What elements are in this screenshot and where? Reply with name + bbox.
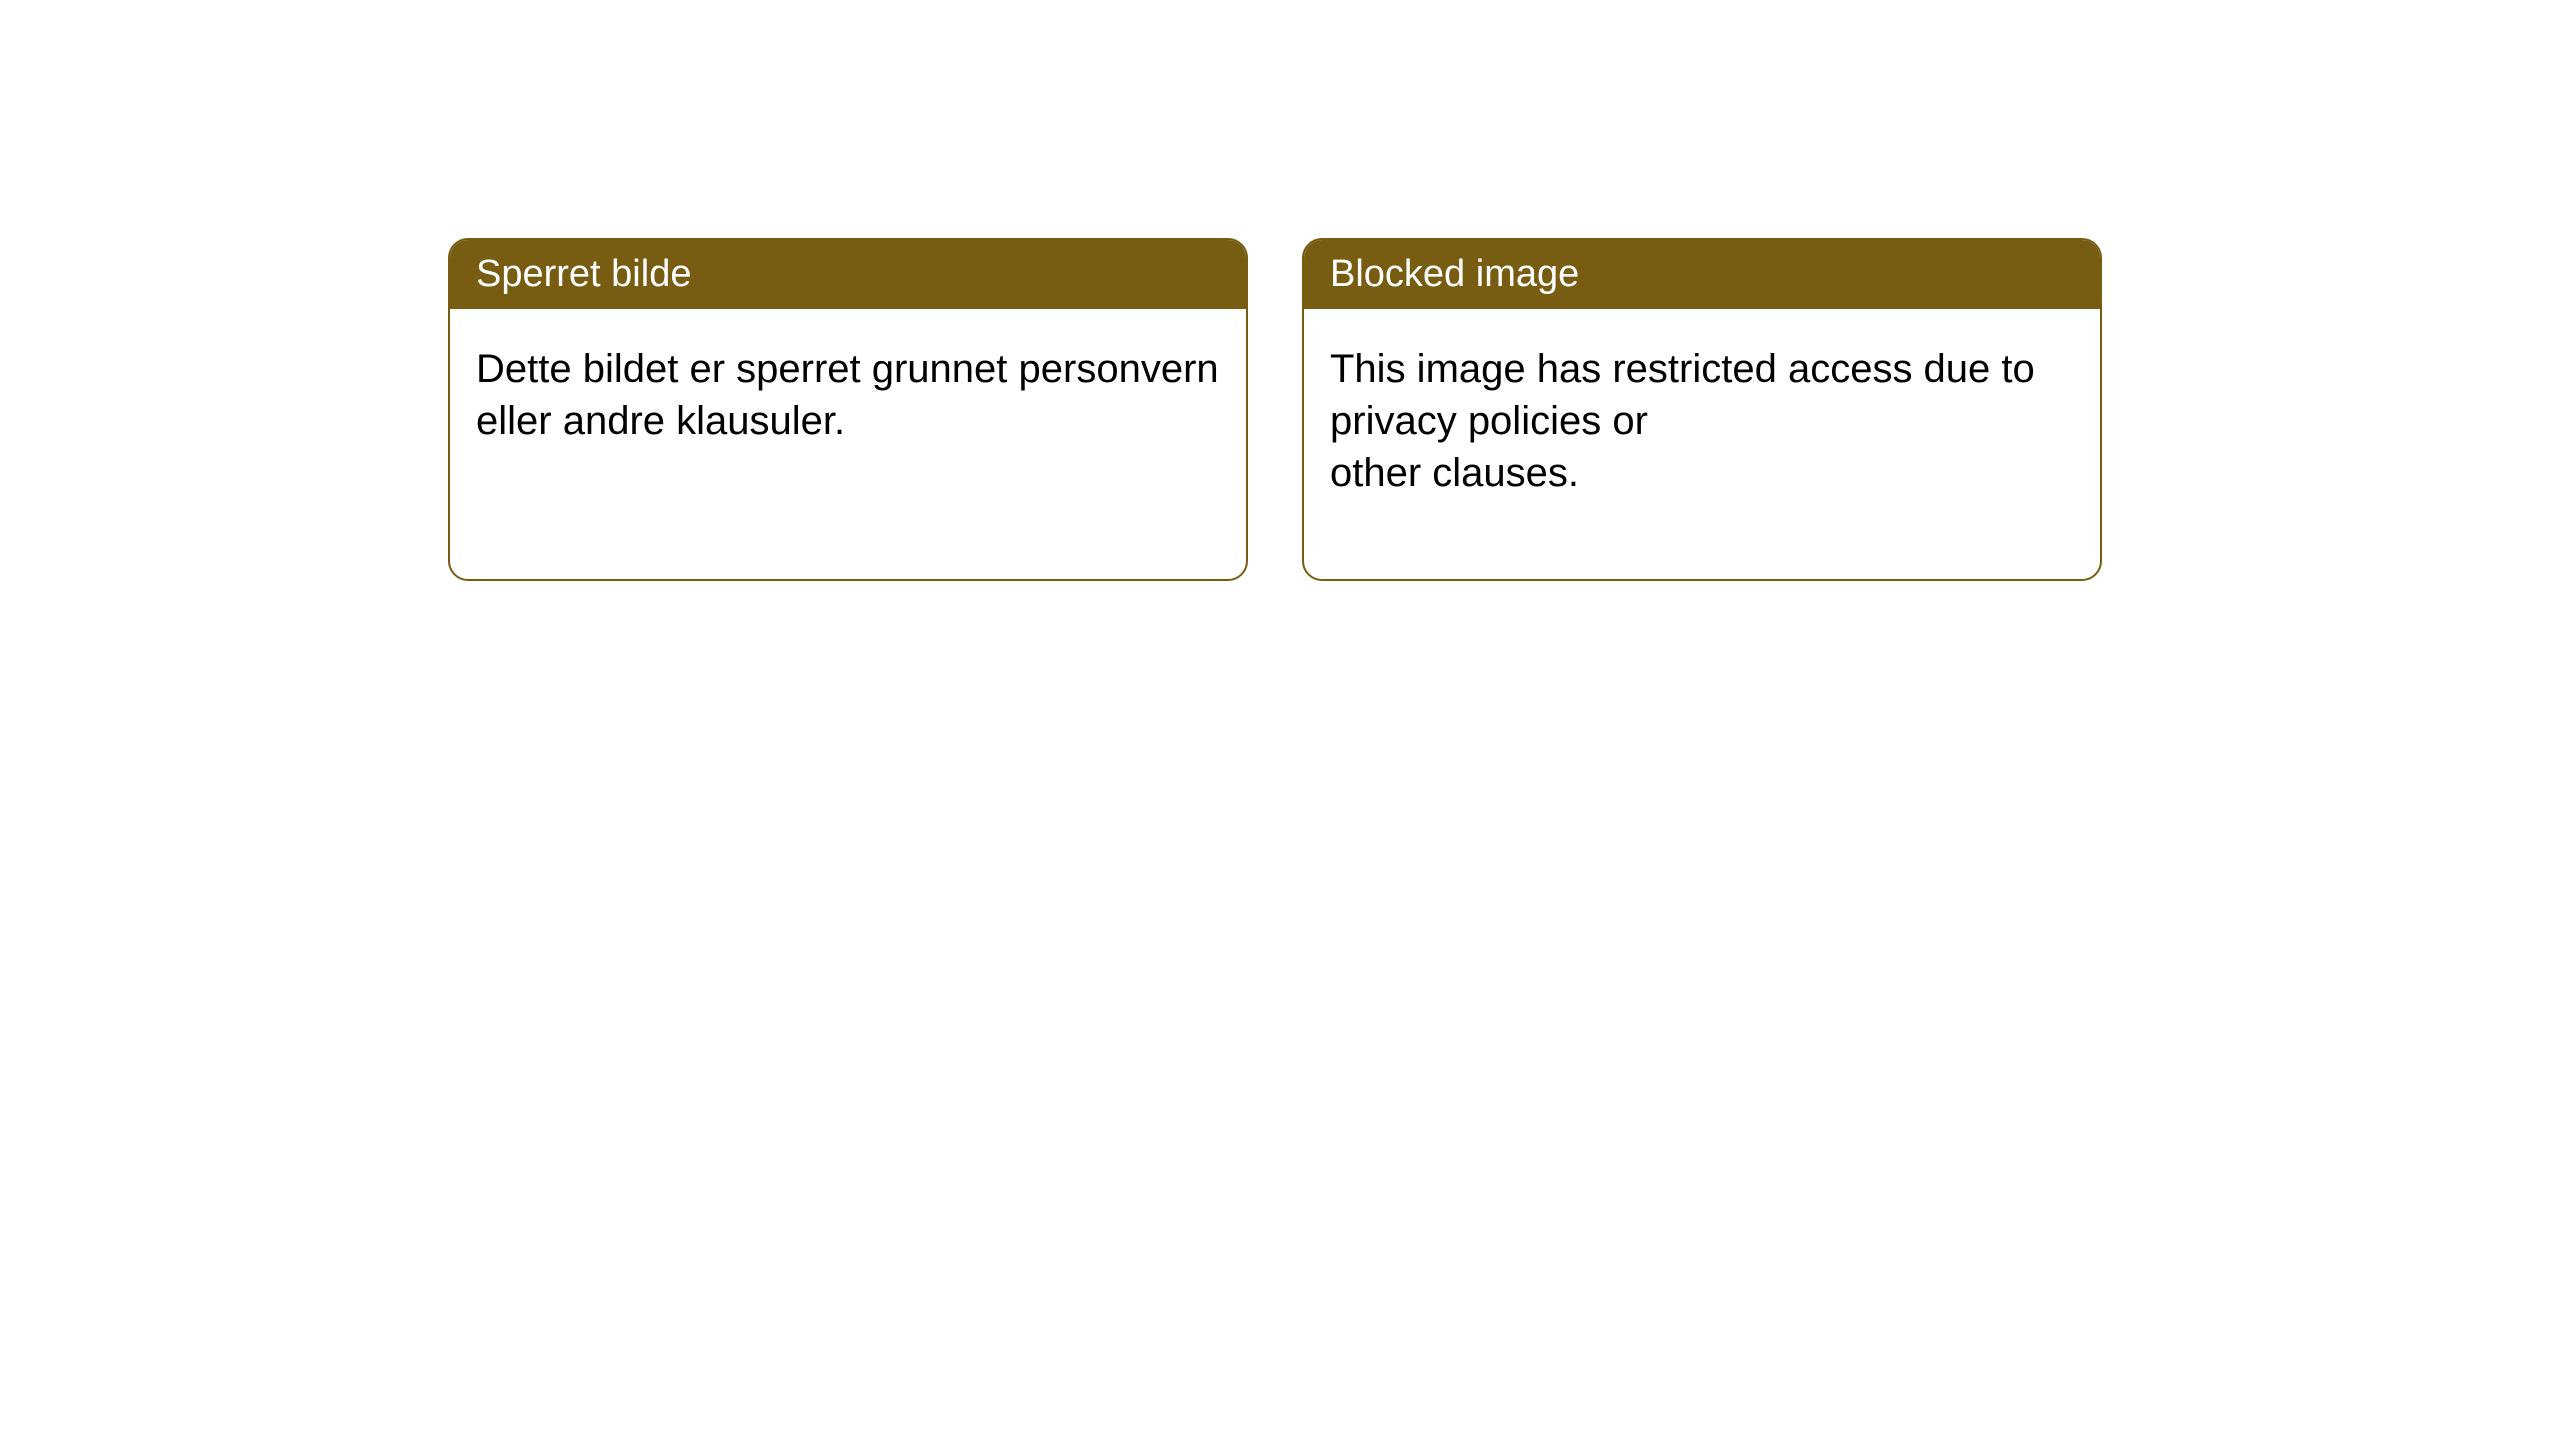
notice-body-norwegian: Dette bildet er sperret grunnet personve… — [450, 309, 1246, 579]
notice-title-norwegian: Sperret bilde — [450, 240, 1246, 309]
notice-body-english: This image has restricted access due to … — [1304, 309, 2100, 579]
notice-card-norwegian: Sperret bilde Dette bildet er sperret gr… — [448, 238, 1248, 581]
notice-title-english: Blocked image — [1304, 240, 2100, 309]
notice-container: Sperret bilde Dette bildet er sperret gr… — [0, 0, 2560, 581]
notice-card-english: Blocked image This image has restricted … — [1302, 238, 2102, 581]
